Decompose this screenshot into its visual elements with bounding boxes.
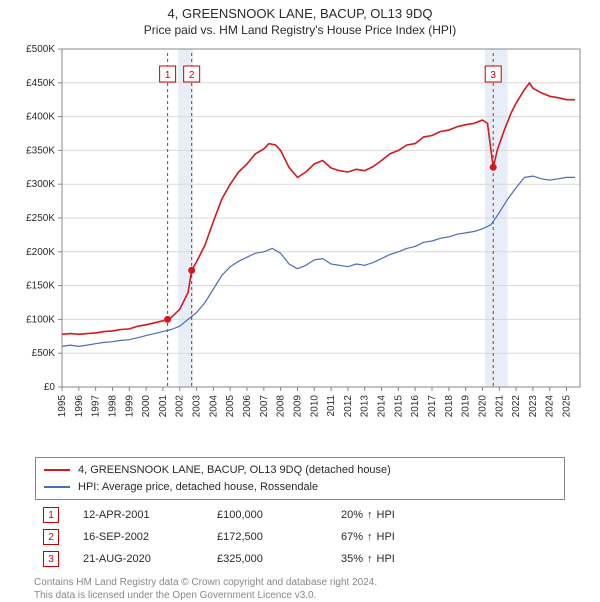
svg-text:2025: 2025	[562, 395, 573, 418]
svg-text:2008: 2008	[276, 395, 287, 418]
chart-container: £0 £50K £100K £150K £200K £250K £300K £350K £400…	[10, 41, 590, 451]
svg-text:£150K: £150K	[26, 281, 55, 292]
svg-text:2018: 2018	[444, 395, 455, 418]
svg-text:£300K: £300K	[26, 179, 55, 190]
footer-line: This data is licensed under the Open Gov…	[34, 589, 580, 602]
svg-text:1996: 1996	[74, 395, 85, 418]
svg-text:2021: 2021	[494, 395, 505, 418]
svg-text:2005: 2005	[225, 395, 236, 418]
svg-text:£50K: £50K	[32, 348, 56, 359]
svg-text:2019: 2019	[461, 395, 472, 418]
arrow-up-icon: ↑	[367, 509, 373, 521]
legend-swatch-property	[44, 469, 70, 471]
svg-text:2015: 2015	[393, 395, 404, 418]
sale-price: £325,000	[217, 553, 317, 565]
svg-text:2014: 2014	[377, 395, 388, 418]
sale-date: 12-APR-2001	[83, 509, 193, 521]
footer-attribution: Contains HM Land Registry data © Crown c…	[20, 576, 580, 602]
svg-text:2000: 2000	[141, 395, 152, 418]
svg-text:2007: 2007	[259, 395, 270, 418]
svg-text:£450K: £450K	[26, 78, 55, 89]
svg-text:£400K: £400K	[26, 112, 55, 123]
sale-delta: 67% ↑ HPI	[341, 531, 461, 543]
sale-row: 3 21-AUG-2020 £325,000 35% ↑ HPI	[35, 548, 565, 570]
sale-price: £172,500	[217, 531, 317, 543]
sale-delta: 35% ↑ HPI	[341, 553, 461, 565]
svg-text:2013: 2013	[360, 395, 371, 418]
svg-text:2022: 2022	[511, 395, 522, 418]
svg-text:2006: 2006	[242, 395, 253, 418]
svg-text:£200K: £200K	[26, 247, 55, 258]
sale-marker-badge: 2	[43, 529, 59, 545]
legend-item: HPI: Average price, detached house, Ross…	[44, 479, 556, 496]
svg-text:£250K: £250K	[26, 213, 55, 224]
svg-text:2020: 2020	[477, 395, 488, 418]
svg-text:2: 2	[189, 70, 195, 81]
sales-table: 1 12-APR-2001 £100,000 20% ↑ HPI 2 16-SE…	[35, 504, 565, 570]
sale-date: 21-AUG-2020	[83, 553, 193, 565]
svg-text:2012: 2012	[343, 395, 354, 418]
svg-text:2009: 2009	[292, 395, 303, 418]
svg-text:1995: 1995	[57, 395, 68, 418]
legend-label: HPI: Average price, detached house, Ross…	[78, 479, 318, 496]
svg-text:1997: 1997	[91, 395, 102, 418]
legend-item: 4, GREENSNOOK LANE, BACUP, OL13 9DQ (det…	[44, 462, 556, 479]
sale-date: 16-SEP-2002	[83, 531, 193, 543]
svg-text:2011: 2011	[326, 395, 337, 417]
svg-text:1999: 1999	[124, 395, 135, 418]
sale-marker-badge: 3	[43, 551, 59, 567]
svg-text:2017: 2017	[427, 395, 438, 418]
svg-text:£0: £0	[44, 382, 56, 393]
page-title: 4, GREENSNOOK LANE, BACUP, OL13 9DQ	[0, 0, 600, 21]
svg-text:1998: 1998	[107, 395, 118, 418]
sale-row: 2 16-SEP-2002 £172,500 67% ↑ HPI	[35, 526, 565, 548]
svg-text:2010: 2010	[309, 395, 320, 418]
page-subtitle: Price paid vs. HM Land Registry's House …	[0, 21, 600, 41]
svg-text:2016: 2016	[410, 395, 421, 418]
svg-text:1: 1	[165, 70, 171, 81]
footer-line: Contains HM Land Registry data © Crown c…	[34, 576, 580, 589]
sale-price: £100,000	[217, 509, 317, 521]
sale-delta: 20% ↑ HPI	[341, 509, 461, 521]
svg-text:£500K: £500K	[26, 44, 55, 55]
sale-marker-badge: 1	[43, 507, 59, 523]
svg-text:2002: 2002	[175, 395, 186, 418]
svg-text:£350K: £350K	[26, 145, 55, 156]
svg-text:2024: 2024	[545, 395, 556, 418]
svg-text:2001: 2001	[158, 395, 169, 418]
legend: 4, GREENSNOOK LANE, BACUP, OL13 9DQ (det…	[35, 457, 565, 500]
svg-text:£100K: £100K	[26, 314, 55, 325]
legend-label: 4, GREENSNOOK LANE, BACUP, OL13 9DQ (det…	[78, 462, 391, 479]
legend-swatch-hpi	[44, 486, 70, 488]
sale-row: 1 12-APR-2001 £100,000 20% ↑ HPI	[35, 504, 565, 526]
arrow-up-icon: ↑	[367, 553, 373, 565]
svg-text:2004: 2004	[208, 395, 219, 418]
svg-text:2023: 2023	[528, 395, 539, 418]
svg-text:2003: 2003	[192, 395, 203, 418]
svg-text:3: 3	[490, 70, 496, 81]
price-chart: £0 £50K £100K £150K £200K £250K £300K £350K £400…	[10, 41, 590, 451]
arrow-up-icon: ↑	[367, 531, 373, 543]
